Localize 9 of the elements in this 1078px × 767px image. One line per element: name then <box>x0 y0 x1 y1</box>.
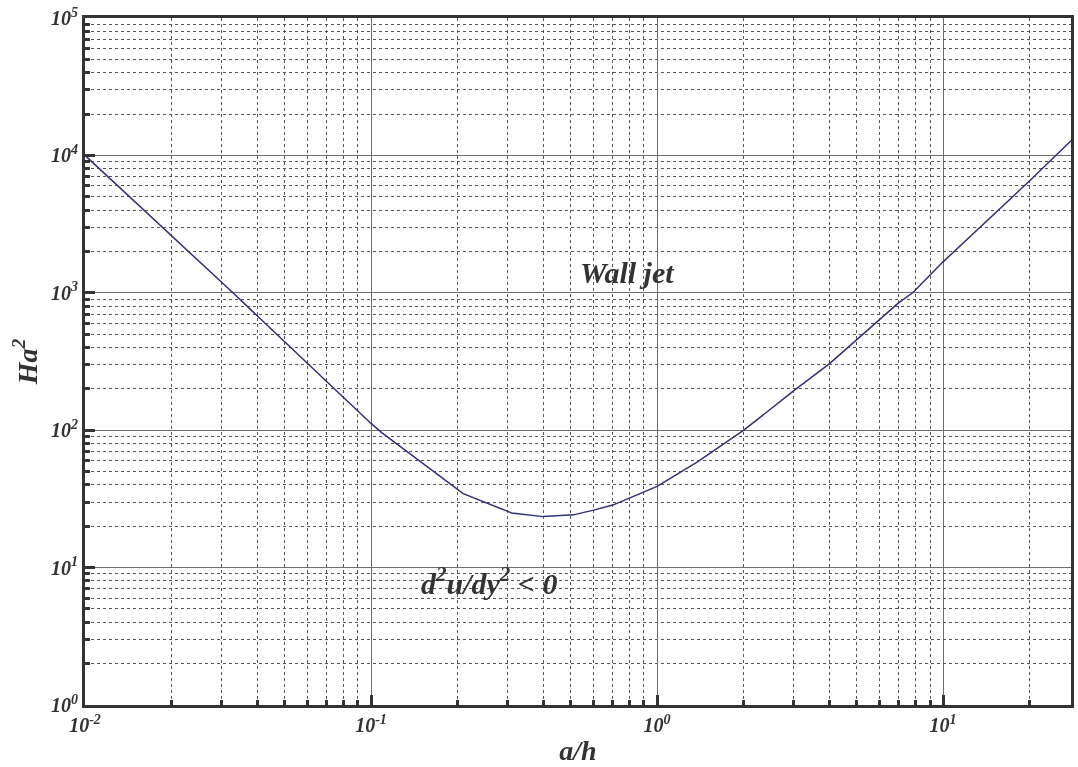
y-tick-label: 10$^{3}$ <box>51 279 78 304</box>
y-tick-label: 10$^{2}$ <box>51 416 78 442</box>
x-axis-title: a/h <box>559 735 597 767</box>
y-tick-label: 10$^{5}$ <box>51 4 78 29</box>
x-tick-label: 10$^{0}$ <box>643 711 671 736</box>
x-tick-label: 10$^{1}$ <box>929 711 957 736</box>
y-tick-label: 10$^{4}$ <box>51 142 78 167</box>
y-tick-label: 10$^{1}$ <box>51 554 78 579</box>
x-tick-label: 10$^{-1}$ <box>355 711 387 736</box>
